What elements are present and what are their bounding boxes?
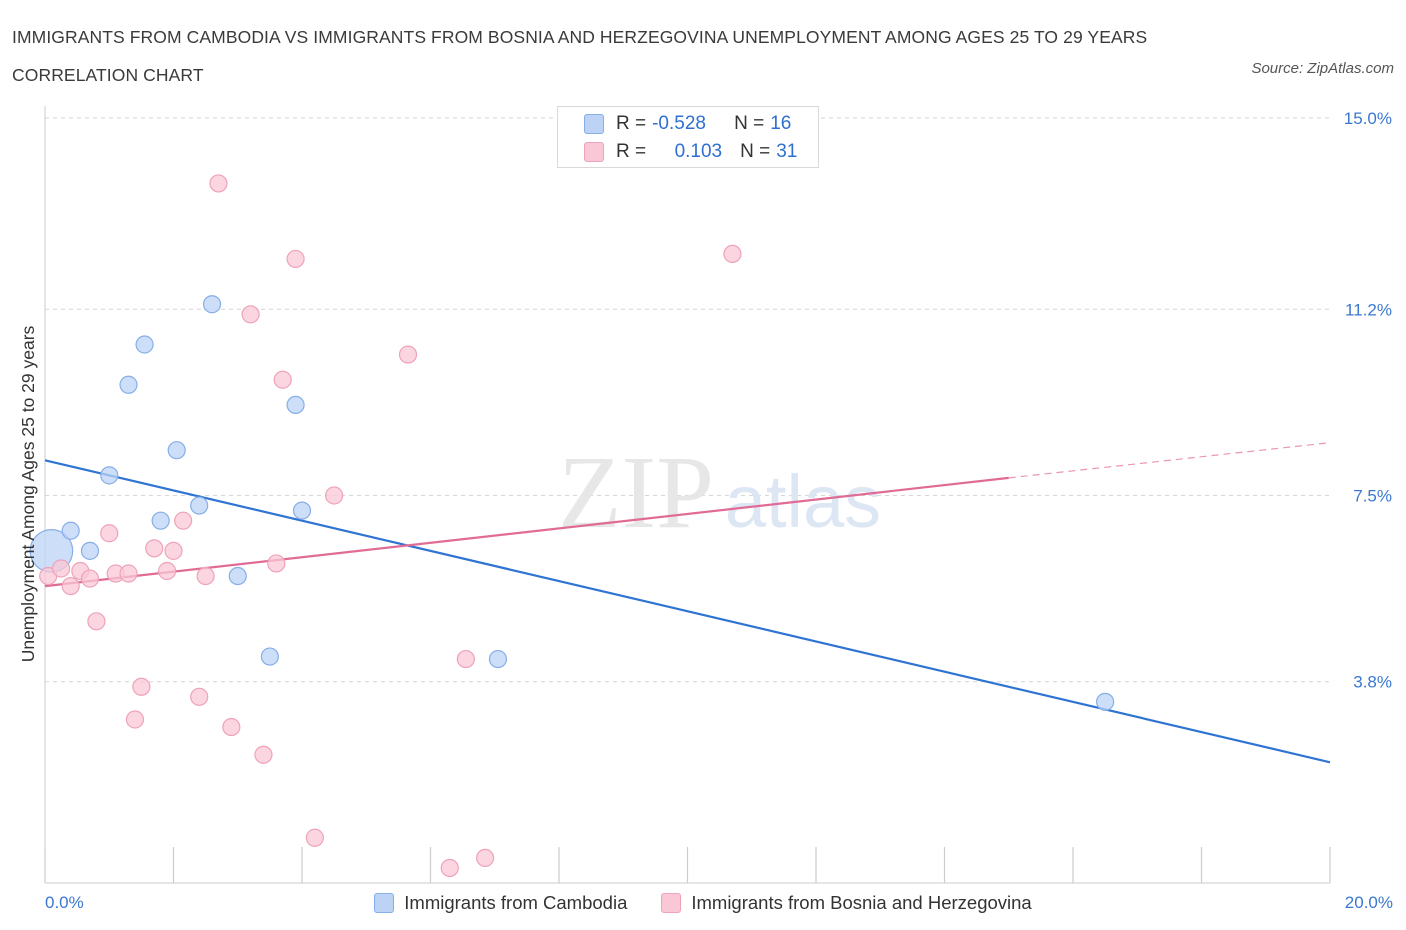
point-cambodia — [61, 521, 80, 540]
point-bosnia — [476, 848, 495, 868]
point-cambodia — [260, 647, 279, 666]
point-bosnia — [157, 561, 177, 581]
x-tick-label: 20.0% — [1345, 893, 1393, 912]
point-bosnia — [145, 539, 164, 558]
legend-label-cambodia: Immigrants from Cambodia — [404, 892, 628, 913]
point-bosnia — [196, 566, 215, 586]
point-bosnia — [61, 576, 80, 596]
n-value-bosnia: 31 — [776, 141, 798, 162]
point-bosnia — [164, 541, 183, 560]
y-axis-label: Unemployment Among Ages 25 to 29 years — [18, 325, 38, 662]
n-label: N = — [740, 141, 771, 162]
point-bosnia — [254, 745, 273, 764]
point-cambodia — [292, 501, 312, 520]
point-bosnia — [132, 677, 151, 696]
y-tick-label: 3.8% — [1353, 673, 1392, 692]
point-bosnia — [222, 717, 241, 737]
point-bosnia — [209, 174, 228, 193]
point-bosnia — [723, 244, 742, 263]
trendline-cambodia — [44, 459, 1331, 764]
legend-item-cambodia: Immigrants from Cambodia — [374, 888, 627, 918]
point-bosnia — [273, 370, 292, 389]
point-cambodia — [1096, 692, 1115, 711]
point-cambodia — [119, 375, 138, 394]
point-bosnia — [440, 858, 459, 878]
y-tick-label: 15.0% — [1344, 109, 1392, 128]
r-value-cambodia: -0.528 — [652, 113, 706, 134]
chart-title: IMMIGRANTS FROM CAMBODIA VS IMMIGRANTS F… — [12, 27, 1148, 85]
points-layer — [29, 174, 1115, 878]
x-tick-label: 0.0% — [45, 893, 84, 912]
legend-label-bosnia: Immigrants from Bosnia and Herzegovina — [691, 892, 1032, 913]
point-bosnia — [190, 687, 209, 706]
point-bosnia — [456, 649, 475, 669]
point-bosnia — [267, 554, 286, 573]
point-bosnia — [241, 305, 260, 324]
n-label: N = — [734, 113, 765, 134]
point-cambodia — [135, 335, 154, 354]
series-legend: Immigrants from Cambodia Immigrants from… — [0, 888, 1406, 918]
n-value-cambodia: 16 — [770, 113, 792, 134]
point-bosnia — [398, 345, 418, 364]
legend-item-bosnia: Immigrants from Bosnia and Herzegovina — [661, 888, 1032, 918]
y-tick-label: 11.2% — [1345, 300, 1392, 319]
point-bosnia — [119, 564, 138, 583]
trendline-bosnia-extension — [1008, 442, 1331, 479]
point-bosnia — [174, 511, 193, 530]
r-value-bosnia: 0.103 — [674, 141, 723, 162]
source-label: Source: ZipAtlas.com — [1251, 60, 1394, 77]
point-bosnia — [100, 524, 119, 543]
legend-swatch-pink — [584, 142, 604, 162]
grid-layer — [45, 117, 1330, 683]
point-cambodia — [286, 395, 305, 414]
point-cambodia — [202, 295, 222, 314]
stats-row-cambodia: R = -0.528 N = 16 — [584, 111, 791, 137]
watermark-zip: ZIP — [558, 435, 714, 550]
legend-swatch-pink — [661, 893, 682, 913]
point-bosnia — [125, 710, 145, 729]
point-cambodia — [167, 441, 186, 460]
point-bosnia — [305, 828, 324, 847]
point-cambodia — [80, 541, 100, 560]
point-cambodia — [151, 511, 170, 530]
point-cambodia — [100, 466, 119, 485]
point-bosnia — [80, 569, 100, 588]
legend-swatch-blue — [584, 114, 604, 134]
r-label: R = — [616, 113, 647, 134]
point-bosnia — [87, 612, 106, 631]
point-cambodia — [190, 496, 209, 515]
point-bosnia — [325, 486, 344, 505]
stats-legend: R = -0.528 N = 16 R = 0.103 N = 31 — [557, 106, 819, 168]
point-bosnia — [286, 249, 305, 269]
legend-swatch-blue — [374, 893, 395, 913]
point-cambodia — [228, 566, 247, 586]
point-bosnia — [51, 559, 71, 578]
axis-layer: 3.8% 7.5% 11.2% 15.0% 0.0% 20.0% — [44, 106, 1393, 912]
stats-row-bosnia: R = 0.103 N = 31 — [584, 139, 797, 165]
point-cambodia — [488, 649, 508, 669]
r-label: R = — [616, 141, 647, 162]
y-tick-label: 7.5% — [1353, 487, 1392, 506]
